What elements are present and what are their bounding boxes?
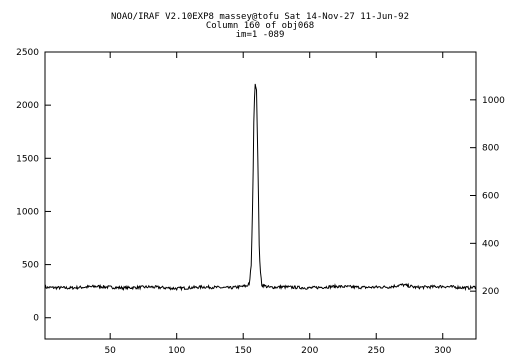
title-line-1: NOAO/IRAF V2.10EXP8 massey@tofu Sat 14-N… [111,12,409,22]
y2-tick-label: 200 [482,287,499,297]
chart-title: NOAO/IRAF V2.10EXP8 massey@tofu Sat 14-N… [111,12,409,40]
x-tick-label: 200 [301,346,318,356]
y2-tick-label: 600 [482,192,499,202]
y-axis-left: 0 500 1000 1500 2000 2500 [16,48,51,324]
x-tick-label: 250 [368,346,385,356]
y-tick-label: 2500 [16,48,39,58]
x-tick-label: 300 [434,346,451,356]
x-tick-label: 100 [168,346,185,356]
title-line-3: im=1 -089 [236,30,285,40]
x-axis: 50 100 150 200 250 300 [104,52,452,356]
title-line-2: Column 160 of obj068 [206,21,314,31]
y-tick-label: 0 [33,314,39,324]
y2-tick-label: 400 [482,239,499,249]
y2-tick-label: 800 [482,144,499,154]
plot-frame [44,51,477,340]
series-line [44,83,477,292]
y-tick-label: 1000 [16,207,39,217]
y2-tick-label: 1000 [482,96,505,106]
x-tick-label: 150 [235,346,252,356]
y-tick-label: 500 [22,261,39,271]
y-tick-label: 2000 [16,101,39,111]
x-tick-label: 50 [104,346,116,356]
y-axis-right: 200 400 600 800 1000 [470,96,505,297]
y-tick-label: 1500 [16,154,39,164]
